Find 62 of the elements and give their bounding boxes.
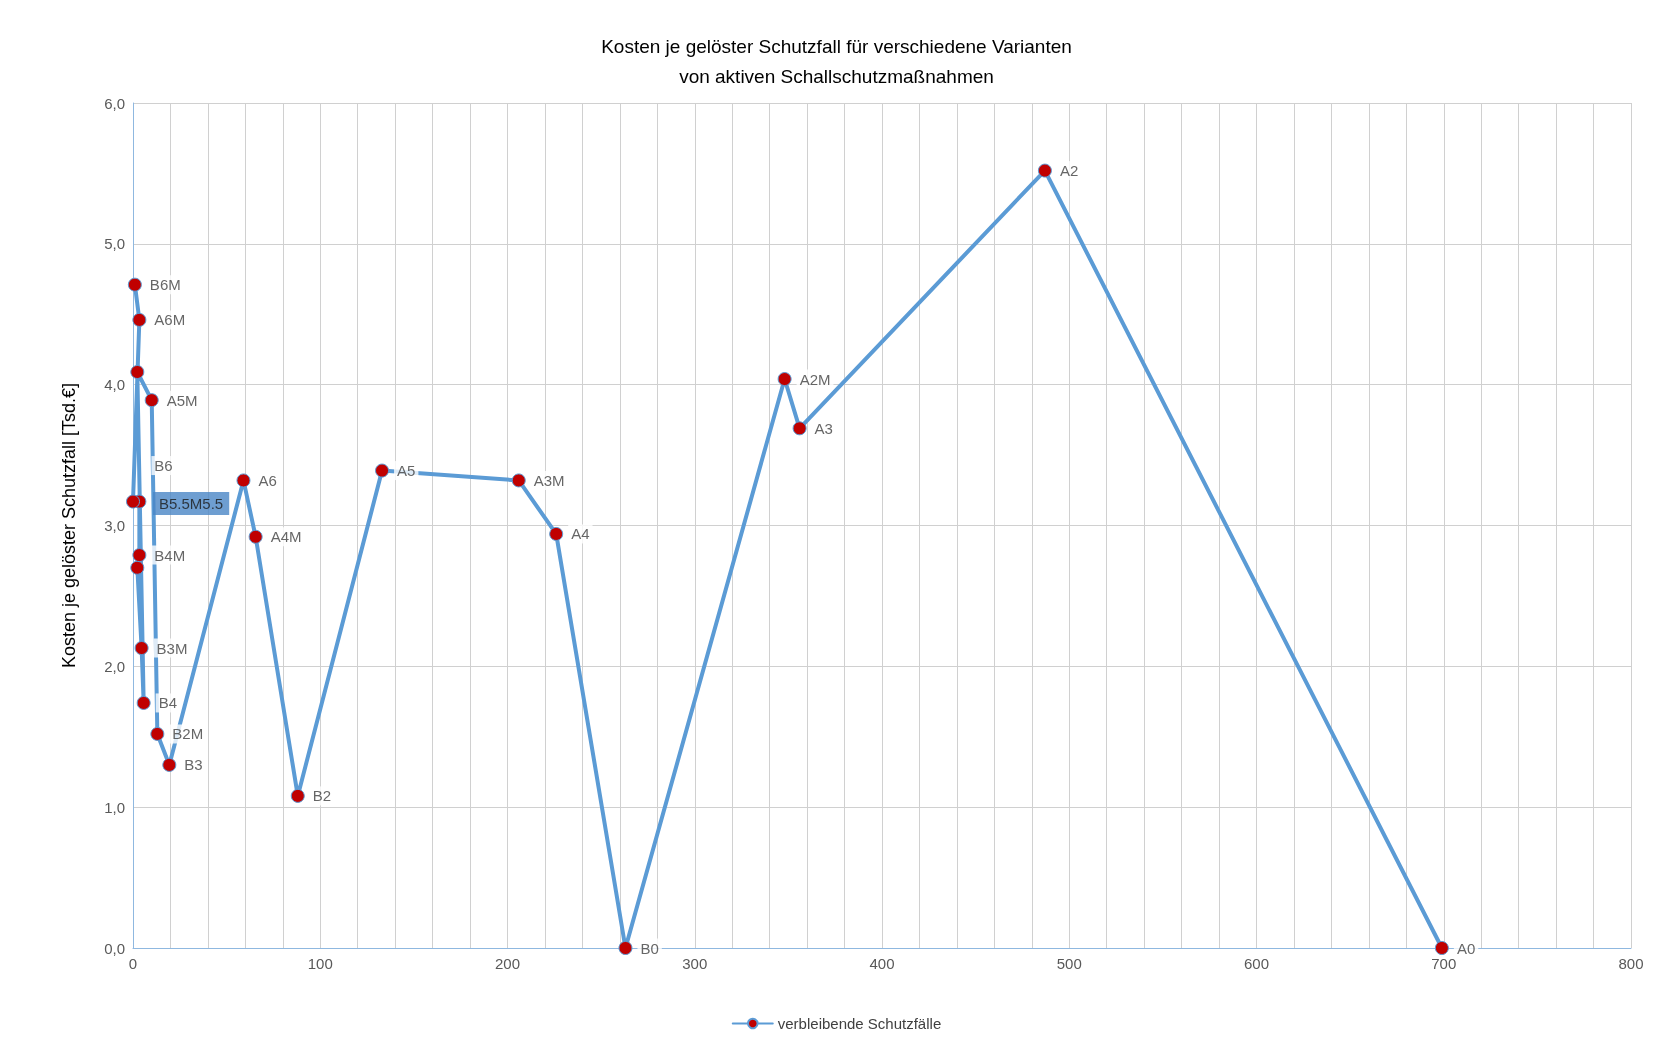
annotation: B2M — [172, 725, 204, 743]
annotation: A3 — [814, 419, 833, 437]
annotation: B4 — [158, 694, 178, 712]
point — [777, 372, 792, 387]
annotation: B6M — [149, 276, 181, 294]
annotation: A5M — [166, 391, 198, 409]
annotation: A0 — [1456, 939, 1476, 957]
point — [134, 641, 149, 656]
x-tick-label: 100 — [307, 955, 333, 972]
point — [248, 529, 263, 544]
annotation: A6 — [258, 471, 277, 489]
point — [1434, 941, 1449, 955]
x-tick-label: 300 — [682, 955, 708, 972]
y-tick-label: 3,0 — [104, 517, 125, 534]
y-axis-title: Kosten je gelöster Schutzfall [Tsd.€] — [59, 382, 79, 669]
annotation: A2 — [1059, 162, 1079, 180]
annotation: B4M — [154, 546, 186, 564]
point — [511, 473, 526, 488]
x-tick-label: 800 — [1618, 955, 1644, 972]
x-tick-label: 600 — [1243, 955, 1270, 972]
point — [136, 695, 151, 710]
y-tick-label: 2,0 — [104, 657, 125, 675]
point — [144, 393, 159, 408]
chart-title: Kosten je gelöster Schutzfall für verschiedene Varianten von aktiven Schallschutzmaßnahmen — [601, 35, 1072, 87]
point — [130, 364, 145, 379]
annotation: B6 — [154, 457, 173, 475]
annotation: A4 — [571, 525, 590, 543]
annotation: A4M — [270, 528, 302, 546]
point — [126, 494, 140, 509]
x-tick-label: 500 — [1056, 955, 1082, 972]
point — [127, 277, 142, 292]
annotation: B2 — [312, 787, 332, 805]
point — [375, 463, 390, 478]
legend-label: verbleibende Schutzfälle — [777, 1015, 942, 1032]
annotation: A2M — [799, 370, 831, 388]
y-tick-label: 4,0 — [104, 376, 125, 394]
point — [132, 548, 147, 563]
y-tick-label: 1,0 — [104, 798, 125, 816]
y-tick-label: 0,0 — [104, 939, 125, 957]
point — [290, 788, 305, 803]
point — [618, 941, 633, 955]
x-tick-label: 400 — [869, 955, 895, 972]
point — [150, 726, 165, 741]
point — [1037, 163, 1052, 178]
annotation: A3M — [533, 471, 565, 489]
annotation: A5 — [397, 462, 416, 480]
annotation: B5.5M5.5 — [159, 495, 224, 513]
annotation: B3M — [156, 639, 188, 657]
y-tick-label: 6,0 — [104, 94, 125, 112]
point — [549, 526, 564, 541]
x-tick-label: 700 — [1431, 955, 1457, 972]
x-tick-label: 0 — [128, 955, 138, 972]
point — [130, 560, 145, 575]
x-tick-label: 200 — [494, 955, 521, 972]
point — [132, 312, 147, 327]
annotation: B0 — [640, 939, 659, 957]
point — [792, 421, 807, 436]
annotation: B3 — [184, 756, 203, 774]
point — [236, 473, 251, 488]
point — [162, 757, 177, 772]
annotation: A6M — [154, 311, 186, 329]
y-tick-label: 5,0 — [104, 235, 125, 253]
